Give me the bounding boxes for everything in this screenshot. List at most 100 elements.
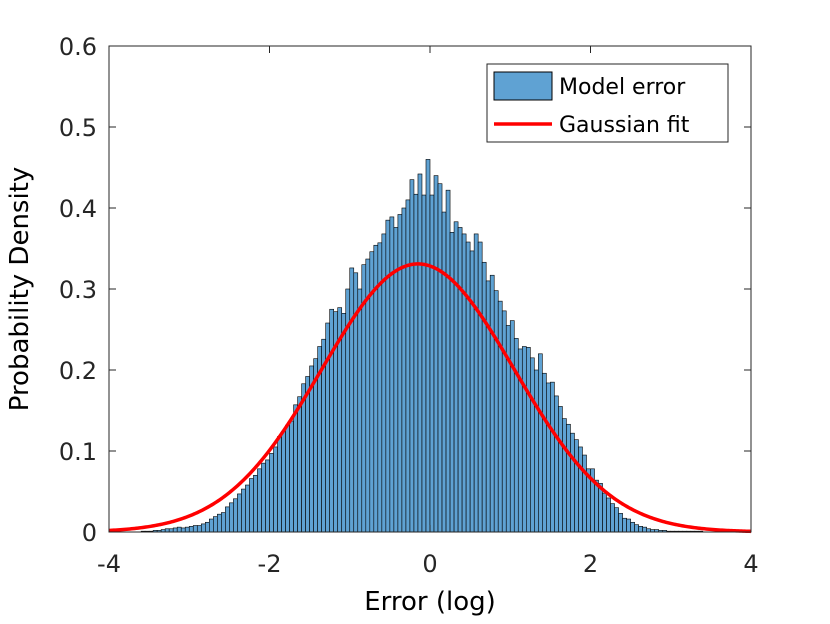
histogram-bar [457,227,463,533]
histogram-bar [205,521,210,533]
histogram-bar [285,424,290,533]
histogram-bar [493,290,499,533]
histogram-bar [521,346,527,533]
histogram-bar [437,183,443,533]
histogram-bar [477,241,483,533]
y-tick-label: 0 [82,519,97,547]
histogram-bar [277,436,282,533]
histogram-bar [546,382,551,533]
histogram-bar [582,454,587,533]
histogram-bar [401,207,407,533]
x-tick-label: -2 [258,550,282,578]
histogram-bar [349,267,355,533]
histogram-bar [606,497,611,533]
histogram-bar [188,526,194,533]
histogram-bar [626,518,631,533]
histogram-bar [566,423,571,533]
histogram-bar [530,357,535,533]
histogram-bar [221,512,226,533]
histogram-bar [301,383,306,533]
histogram-bar [289,420,294,533]
histogram-bar [425,159,431,533]
legend-swatch-model-error [493,71,553,101]
histogram-bar [433,175,439,533]
histogram-bar [562,418,567,533]
histogram-bar [550,381,555,533]
histogram-bar [265,459,270,533]
histogram-bar [397,214,403,533]
histogram-bar [481,261,487,533]
histogram-bar [622,517,627,533]
gaussian-fit-line [108,262,752,534]
histogram-bar [293,404,298,533]
histogram-bar [413,193,419,533]
histogram-bar [184,526,190,533]
histogram-bar [453,221,459,533]
y-tick-label: 0.6 [59,33,97,61]
histogram-bar [642,526,647,533]
y-axis-label: Probability Density [5,167,35,412]
histogram-bar [509,320,515,533]
x-axis: -4 -2 0 2 4 [97,46,759,578]
histogram-bar [253,474,258,533]
histogram-bar [542,372,547,533]
histogram-bar [525,347,531,533]
histogram-bar [469,250,475,533]
histogram-bar [485,280,491,533]
histogram-bar [554,395,559,533]
histogram-bar [341,312,347,533]
histogram-bar [225,506,230,533]
histogram-bar [229,502,234,533]
histogram-bar [209,518,214,533]
histogram-bar [570,432,575,533]
histogram-bar [473,233,479,533]
histogram-bar [538,353,543,533]
histogram-bar [245,484,250,533]
histogram-bar [574,439,579,533]
y-tick-label: 0.1 [59,438,97,466]
histogram-bar [385,219,391,533]
histogram-bar [409,179,415,533]
histogram-bar [405,199,411,533]
x-axis-label: Error (log) [364,587,496,617]
histogram-bar [417,173,423,533]
histogram-bar [558,406,563,533]
histogram-bar [241,488,246,533]
histogram-bar [357,288,363,533]
x-tick-label: 0 [422,550,437,578]
histogram-bar [180,527,186,533]
y-tick-label: 0.3 [59,276,97,304]
histogram-bar [249,478,254,533]
histogram-bar [233,498,238,533]
legend-label-model-error: Model error [559,75,686,100]
histogram-bar [172,527,178,533]
histogram-bar [329,308,335,533]
legend: Model error Gaussian fit [486,63,729,143]
histogram-bar [534,369,539,533]
histogram-bar [261,462,266,533]
histogram-bar [273,446,278,533]
histogram-bar [461,233,467,533]
histogram-bar [594,479,599,533]
histogram-bar [237,493,242,533]
y-tick-label: 0.5 [59,114,97,142]
histogram-bar [614,507,619,533]
histogram-bar [257,468,262,533]
histogram-bar [610,503,615,533]
histogram-bar [269,453,274,533]
histogram-bar [305,376,310,533]
histogram-bar [441,211,447,533]
histogram-bar [497,300,503,533]
histogram-bar [630,521,635,533]
histogram-bar [213,516,218,533]
y-tick-label: 0.4 [59,195,97,223]
x-tick-label: -4 [97,550,121,578]
histogram-bar [176,526,182,533]
histogram-bar [634,524,639,533]
histogram-bar [196,525,202,533]
histogram-bar [389,216,395,533]
y-axis: 0 0.1 0.2 0.3 0.4 0.5 0.6 [59,33,751,547]
histogram-bar [489,274,495,533]
histogram-bar [217,513,222,533]
